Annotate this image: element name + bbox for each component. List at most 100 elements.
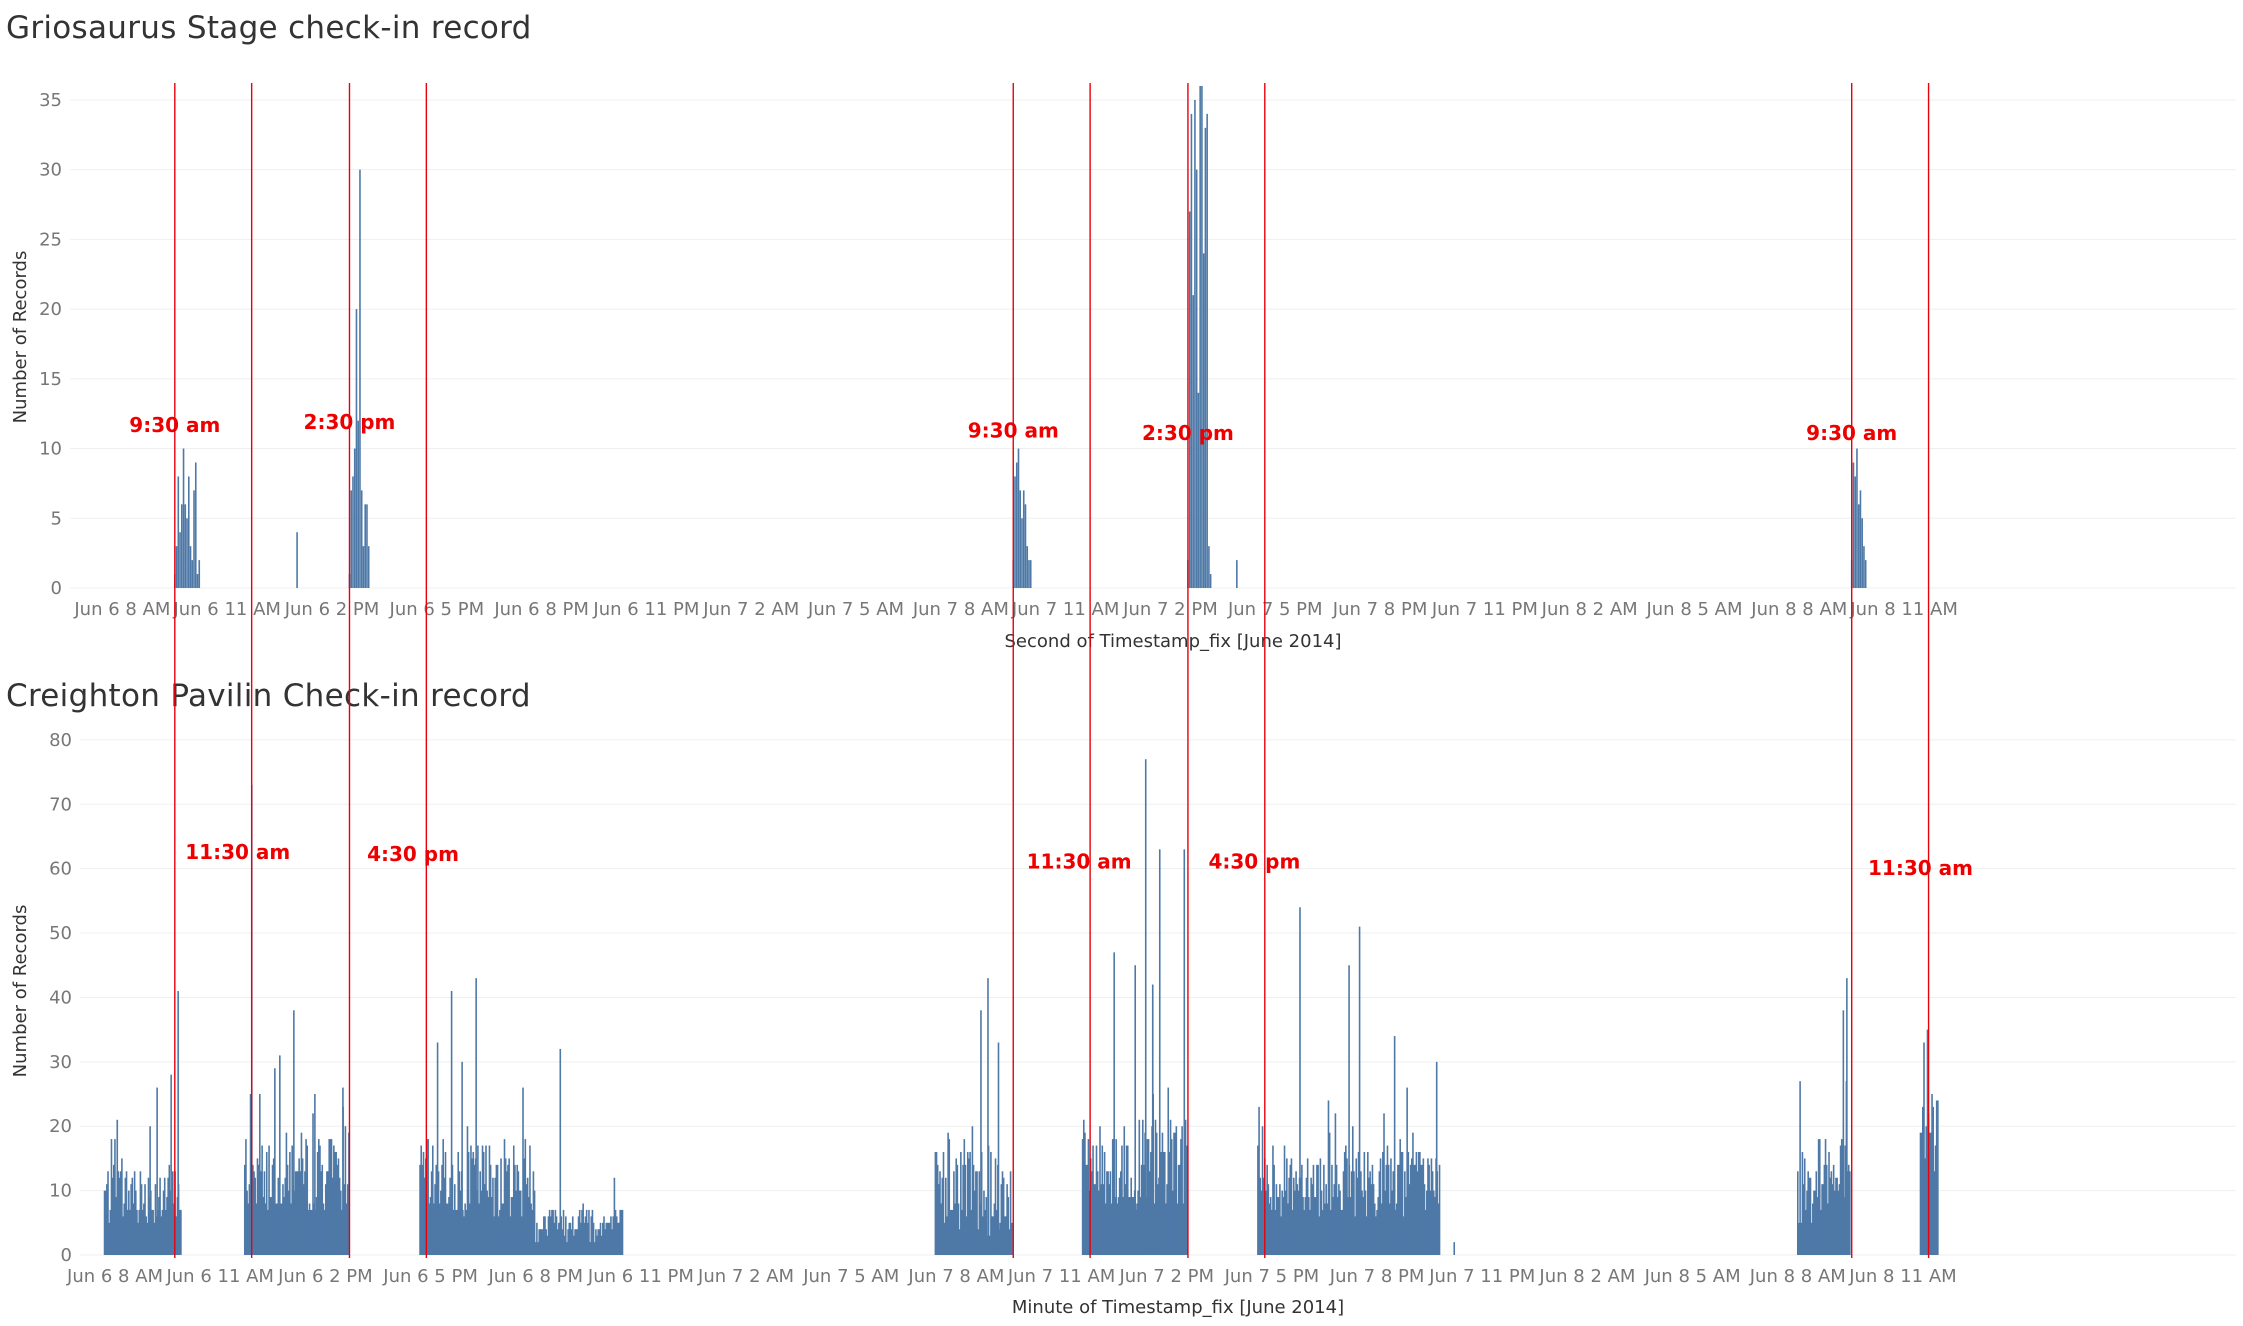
bar: [1810, 1222, 1813, 1255]
bar: [1808, 1177, 1811, 1255]
bar: [1838, 1184, 1841, 1255]
bar: [1005, 1216, 1007, 1255]
bar: [1084, 1132, 1086, 1255]
bar: [976, 1171, 978, 1255]
bar: [615, 1216, 618, 1255]
bar: [453, 1184, 456, 1255]
bar: [301, 1158, 304, 1255]
bar: [318, 1139, 320, 1255]
bar: [112, 1164, 115, 1255]
bar: [596, 1235, 598, 1255]
x-tick-label: Jun 7 8 AM: [912, 599, 1009, 620]
bar: [516, 1164, 519, 1255]
bar: [614, 1209, 617, 1255]
bar: [338, 1177, 341, 1255]
bar: [296, 532, 298, 588]
bar: [1360, 1171, 1362, 1255]
bar: [1386, 1145, 1389, 1255]
bar: [339, 1190, 342, 1255]
bar: [975, 1171, 977, 1255]
bar: [1195, 169, 1198, 588]
x-tick-label: Jun 6 8 AM: [73, 599, 170, 620]
bar: [1384, 1190, 1386, 1255]
bar: [943, 1222, 946, 1255]
bar: [1813, 1190, 1815, 1255]
bar: [341, 1209, 343, 1255]
bar: [1827, 1203, 1829, 1255]
x-tick-label: Jun 7 11 PM: [1428, 1266, 1535, 1287]
bar: [487, 1197, 490, 1255]
bar: [1029, 560, 1032, 588]
bar: [1404, 1171, 1406, 1255]
bar: [590, 1216, 593, 1255]
x-tick-label: Jun 7 5 PM: [1224, 1266, 1320, 1287]
bar: [1102, 1184, 1105, 1255]
bar: [261, 1145, 263, 1255]
bar: [525, 1184, 528, 1255]
bar: [613, 1177, 616, 1255]
bar: [1844, 1145, 1847, 1255]
bar: [173, 1203, 175, 1255]
bar: [530, 1203, 532, 1255]
bar: [576, 1229, 579, 1255]
annotation-label: 4:30 pm: [367, 842, 459, 866]
bar: [1839, 1145, 1842, 1255]
bar: [1028, 560, 1030, 588]
bar: [163, 1177, 166, 1255]
bar: [345, 1203, 348, 1255]
bar: [1269, 1197, 1272, 1255]
bar: [104, 1190, 107, 1255]
bar: [1168, 1151, 1171, 1255]
bar: [1094, 1184, 1097, 1255]
bar: [1310, 1177, 1312, 1255]
bar: [1148, 1171, 1151, 1255]
bar: [270, 1197, 273, 1255]
bar: [289, 1151, 291, 1255]
bar: [290, 1203, 292, 1255]
bar: [1930, 1132, 1932, 1255]
bar: [1130, 1177, 1133, 1255]
bar: [1257, 1145, 1259, 1255]
bar: [286, 1164, 289, 1255]
bar: [618, 1222, 620, 1255]
bar: [452, 1209, 455, 1255]
bar: [1920, 1132, 1923, 1255]
bar: [1001, 1171, 1004, 1255]
bar: [419, 1164, 421, 1255]
bar: [949, 1209, 952, 1255]
bar: [1370, 1184, 1373, 1255]
bar: [1428, 1164, 1430, 1255]
bar: [566, 1242, 568, 1255]
bar: [1401, 1151, 1404, 1255]
bar: [1861, 518, 1863, 588]
bar: [1432, 1190, 1435, 1255]
bar: [938, 1184, 940, 1255]
bar: [276, 1203, 278, 1255]
y-axis-title: Number of Records: [10, 251, 31, 424]
bar: [1182, 1203, 1185, 1255]
bar: [1828, 1151, 1830, 1255]
bar: [973, 1190, 976, 1255]
bar: [1270, 1209, 1273, 1255]
bar: [1118, 1177, 1121, 1255]
bar: [514, 1164, 516, 1255]
bar: [450, 991, 453, 1255]
bar: [302, 1184, 305, 1255]
bar: [433, 1203, 435, 1255]
bar: [1141, 1119, 1144, 1255]
bar: [1836, 1177, 1838, 1255]
x-tick-label: Jun 7 11 AM: [1007, 1266, 1116, 1287]
bar: [146, 1222, 149, 1255]
bar: [1202, 253, 1205, 589]
bar: [328, 1139, 331, 1255]
x-tick-label: Jun 8 11 AM: [1849, 599, 1958, 620]
bar: [1010, 1222, 1013, 1255]
bar: [1000, 1184, 1003, 1255]
bar: [144, 1184, 146, 1255]
bar: [133, 1171, 136, 1255]
bar: [1155, 1132, 1158, 1255]
x-tick-label: Jun 6 11 AM: [165, 1266, 274, 1287]
bar: [1336, 1197, 1339, 1255]
bar: [1832, 1164, 1835, 1255]
bar: [1823, 1164, 1826, 1255]
